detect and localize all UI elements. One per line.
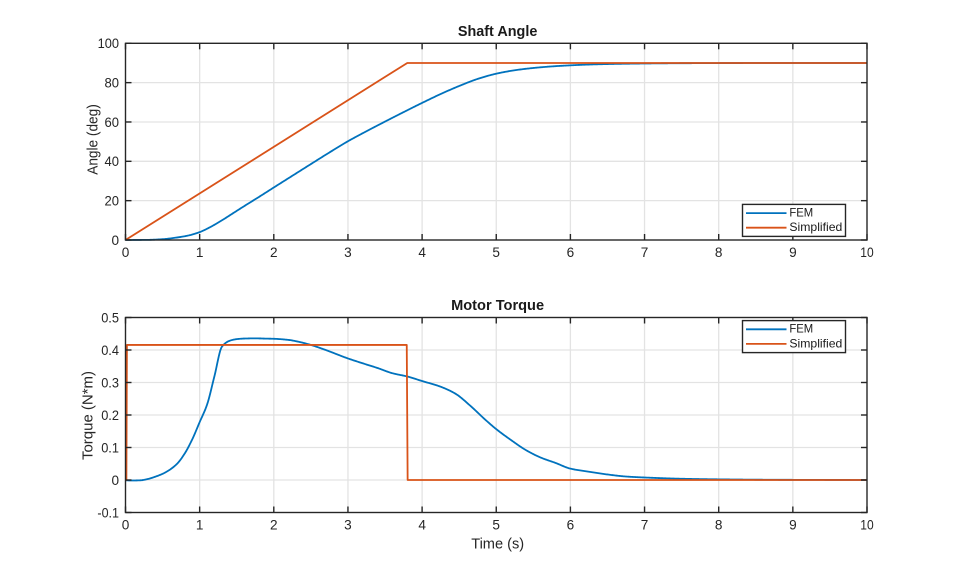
svg-text:Angle (deg): Angle (deg) xyxy=(86,104,102,175)
svg-text:0: 0 xyxy=(122,245,130,260)
svg-text:9: 9 xyxy=(789,245,797,260)
svg-text:80: 80 xyxy=(105,76,120,91)
svg-text:4: 4 xyxy=(418,245,426,260)
svg-text:2: 2 xyxy=(270,517,278,532)
svg-text:10: 10 xyxy=(860,245,874,260)
svg-text:3: 3 xyxy=(344,517,352,532)
svg-text:0: 0 xyxy=(111,233,119,248)
svg-text:0.3: 0.3 xyxy=(101,375,119,390)
svg-text:1: 1 xyxy=(196,245,204,260)
svg-text:40: 40 xyxy=(105,154,120,169)
svg-text:0.4: 0.4 xyxy=(101,343,119,358)
svg-text:4: 4 xyxy=(418,517,426,532)
svg-text:0: 0 xyxy=(111,473,119,488)
svg-text:0.2: 0.2 xyxy=(101,408,119,423)
svg-text:8: 8 xyxy=(715,517,723,532)
svg-text:0: 0 xyxy=(122,517,130,532)
svg-text:Motor Torque: Motor Torque xyxy=(451,298,544,314)
svg-text:9: 9 xyxy=(789,517,797,532)
svg-text:0.5: 0.5 xyxy=(101,310,119,325)
svg-text:3: 3 xyxy=(344,245,352,260)
svg-text:100: 100 xyxy=(98,36,120,51)
svg-text:FEM: FEM xyxy=(789,207,813,220)
svg-text:1: 1 xyxy=(196,517,204,532)
svg-text:5: 5 xyxy=(492,517,500,532)
svg-text:6: 6 xyxy=(567,517,575,532)
svg-text:Simplified: Simplified xyxy=(789,221,842,234)
svg-text:5: 5 xyxy=(492,245,500,260)
svg-text:Shaft Angle: Shaft Angle xyxy=(458,24,538,40)
svg-text:Simplified: Simplified xyxy=(789,337,842,350)
svg-text:0.1: 0.1 xyxy=(101,440,119,455)
svg-text:7: 7 xyxy=(641,517,649,532)
svg-text:8: 8 xyxy=(715,245,723,260)
svg-text:-0.1: -0.1 xyxy=(97,505,119,520)
svg-text:6: 6 xyxy=(567,245,575,260)
svg-text:7: 7 xyxy=(641,245,649,260)
svg-text:Torque (N*m): Torque (N*m) xyxy=(81,371,97,460)
svg-text:10: 10 xyxy=(860,517,874,532)
svg-text:2: 2 xyxy=(270,245,278,260)
svg-text:FEM: FEM xyxy=(789,323,813,336)
svg-text:20: 20 xyxy=(105,194,120,209)
svg-text:Time (s): Time (s) xyxy=(471,537,524,553)
svg-text:60: 60 xyxy=(105,115,120,130)
